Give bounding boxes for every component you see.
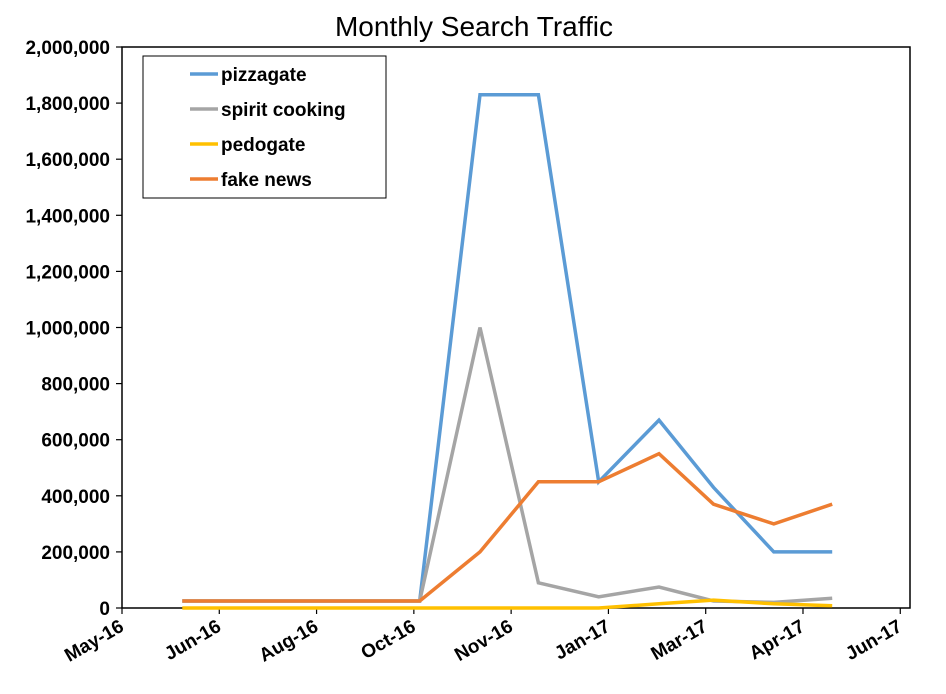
x-tick-label: Aug-16	[256, 616, 322, 666]
y-tick-label: 800,000	[41, 375, 110, 396]
legend-label: fake news	[221, 170, 312, 191]
series-line-spirit-cooking	[182, 327, 833, 605]
y-tick-label: 1,200,000	[25, 262, 110, 283]
y-axis: 0 200,000 400,000 600,000 800,000 1,000,000 1,…	[25, 38, 122, 620]
chart-title: Monthly Search Traffic	[335, 11, 613, 42]
series-line-pedogate	[182, 598, 833, 610]
x-tick-label: Oct-16	[358, 616, 420, 664]
x-tick-label: Jan-17	[551, 616, 614, 664]
x-tick-label: Apr-17	[746, 616, 809, 664]
y-tick-label: 1,000,000	[25, 319, 110, 340]
y-tick-label: 400,000	[41, 487, 110, 508]
y-tick-label: 1,400,000	[25, 206, 110, 227]
y-tick-label: 600,000	[41, 431, 110, 452]
x-tick-label: Jun-17	[842, 616, 906, 665]
legend-box	[142, 55, 387, 199]
x-tick-label: Nov-16	[451, 616, 516, 666]
y-tick-label: 1,800,000	[25, 94, 110, 115]
series-lines	[182, 92, 833, 610]
series-line-fake-news	[182, 451, 833, 603]
y-tick-label: 0	[99, 599, 110, 620]
x-tick-label: Jun-16	[161, 616, 225, 665]
y-tick-label: 2,000,000	[25, 38, 110, 59]
legend-label: spirit cooking	[221, 100, 346, 121]
legend: pizzagate spirit cooking pedogate fake news	[142, 55, 387, 199]
x-tick-label: Mar-17	[648, 616, 712, 665]
legend-label: pedogate	[221, 135, 305, 156]
x-axis: May-16 Jun-16 Aug-16 Oct-16 Nov-16 Jan-17 Mar-…	[61, 608, 906, 667]
y-tick-label: 1,600,000	[25, 150, 110, 171]
legend-label: pizzagate	[221, 65, 307, 86]
y-tick-label: 200,000	[41, 543, 110, 564]
x-tick-label: May-16	[61, 616, 127, 666]
